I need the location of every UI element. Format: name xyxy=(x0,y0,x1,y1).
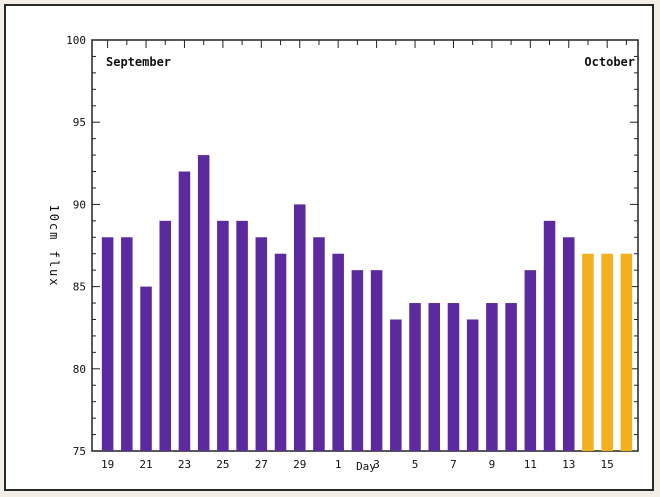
bar-observed xyxy=(447,303,460,451)
bar-observed xyxy=(236,220,248,451)
bar-observed xyxy=(351,270,364,451)
y-tick-label: 100 xyxy=(66,34,86,47)
bar-forecast xyxy=(582,253,594,451)
bar-observed xyxy=(293,204,306,451)
x-axis-label: Day xyxy=(356,460,376,473)
bar-observed xyxy=(121,237,133,451)
x-tick-label: 9 xyxy=(489,458,496,471)
bar-forecast xyxy=(620,253,633,451)
month-label-left: September xyxy=(106,55,171,69)
bars xyxy=(101,155,633,451)
x-tick-label: 13 xyxy=(562,458,575,471)
labels: September October Day xyxy=(106,55,635,473)
bar-observed xyxy=(178,171,191,451)
bar-observed xyxy=(409,303,421,451)
x-tick-label: 3 xyxy=(373,458,380,471)
bar-observed xyxy=(140,286,152,451)
bar-observed xyxy=(255,237,268,451)
bar-observed xyxy=(524,270,537,451)
x-tick-label: 19 xyxy=(101,458,114,471)
x-tick-label: 29 xyxy=(293,458,306,471)
bar-observed xyxy=(543,220,556,451)
bar-observed xyxy=(217,220,229,451)
y-axis-label: 10cm flux xyxy=(47,204,61,287)
x-tick-label: 11 xyxy=(524,458,537,471)
bar-observed xyxy=(159,220,172,451)
bar-observed xyxy=(332,253,344,451)
y-tick-label: 75 xyxy=(73,445,86,458)
chart-frame: 75 80 85 90 95 100 19 21 23 25 27 29 1 3 5 7 9 11 13 15 Sep… xyxy=(4,4,654,491)
y-tick-label: 95 xyxy=(73,116,86,129)
month-label-right: October xyxy=(584,55,635,69)
bar-observed xyxy=(101,237,114,451)
x-tick-label: 21 xyxy=(139,458,152,471)
bar-observed xyxy=(466,319,479,451)
bar-observed xyxy=(274,253,287,451)
y-tick-label: 80 xyxy=(73,363,86,376)
x-tick-label: 25 xyxy=(216,458,229,471)
bar-observed xyxy=(562,237,575,451)
x-tick-label: 1 xyxy=(335,458,342,471)
y-tick-label: 85 xyxy=(73,281,86,294)
x-tick-label: 23 xyxy=(178,458,191,471)
bar-observed xyxy=(390,319,402,451)
bar-observed xyxy=(505,303,517,451)
bar-observed xyxy=(428,303,441,451)
x-tick-label: 15 xyxy=(601,458,614,471)
bar-observed xyxy=(370,270,383,451)
x-tick-label: 5 xyxy=(412,458,419,471)
bar-forecast xyxy=(601,253,613,451)
plot-border xyxy=(91,39,639,452)
y-axis-label-text: 10cm flux xyxy=(47,204,61,287)
bar-observed xyxy=(197,155,210,451)
bar-observed xyxy=(313,237,325,451)
x-tick-label: 7 xyxy=(450,458,457,471)
x-tick-label: 27 xyxy=(255,458,268,471)
y-tick-label: 90 xyxy=(73,198,86,211)
bar-observed xyxy=(486,303,498,451)
